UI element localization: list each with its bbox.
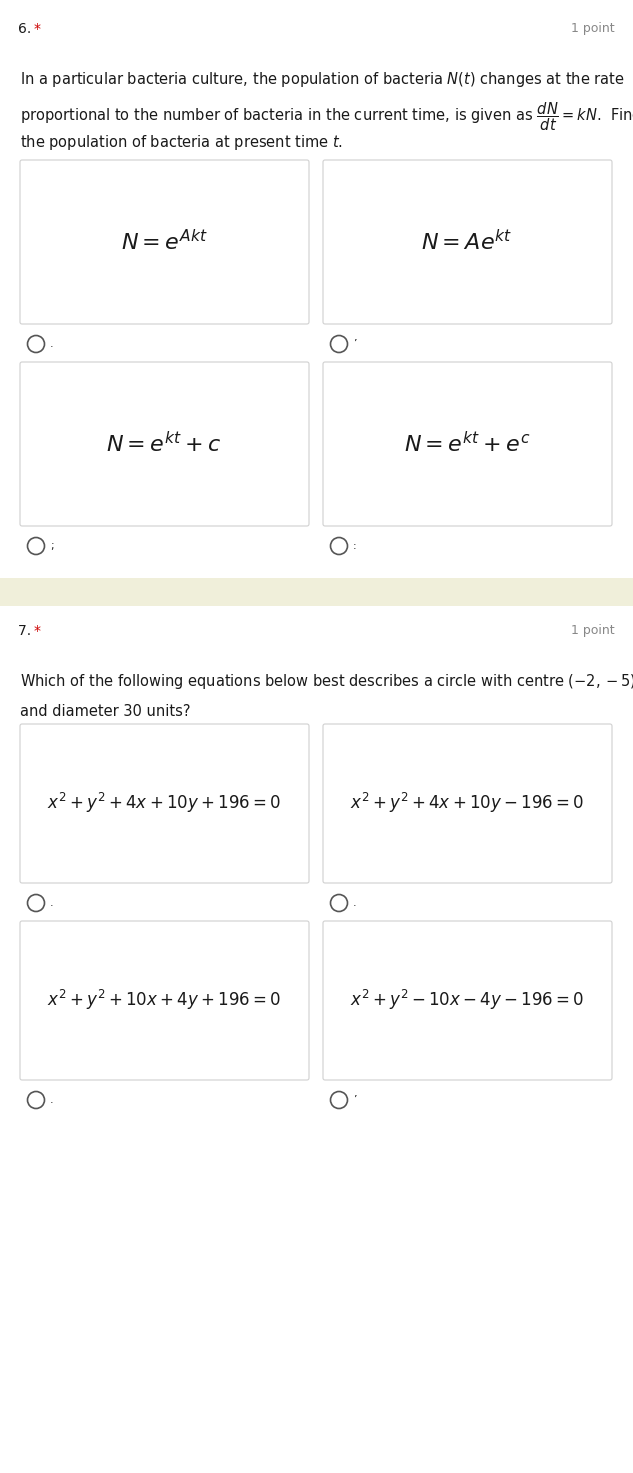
Text: $x^2+y^2+10x+4y+196=0$: $x^2+y^2+10x+4y+196=0$	[47, 988, 281, 1012]
FancyBboxPatch shape	[323, 161, 612, 324]
Text: 6.: 6.	[18, 22, 40, 35]
Text: 1 point: 1 point	[572, 22, 615, 35]
Text: $N = e^{Akt}$: $N = e^{Akt}$	[120, 230, 208, 255]
Text: $x^2+y^2+4x+10y+196=0$: $x^2+y^2+4x+10y+196=0$	[47, 791, 281, 815]
Text: .: .	[50, 899, 54, 907]
FancyBboxPatch shape	[323, 725, 612, 882]
Bar	[0, 577, 633, 605]
Text: $x^2+y^2+4x+10y-196=0$: $x^2+y^2+4x+10y-196=0$	[350, 791, 584, 815]
FancyBboxPatch shape	[20, 161, 309, 324]
FancyBboxPatch shape	[323, 921, 612, 1080]
Text: 1 point: 1 point	[572, 625, 615, 636]
Text: $N = e^{kt}+c$: $N = e^{kt}+c$	[106, 432, 222, 457]
Text: :: :	[353, 541, 356, 551]
Text: .: .	[50, 339, 54, 349]
Text: $N = e^{kt}+e^c$: $N = e^{kt}+e^c$	[404, 432, 530, 457]
Text: .: .	[50, 1094, 54, 1105]
Text: .: .	[353, 899, 356, 907]
FancyBboxPatch shape	[20, 921, 309, 1080]
Text: ’: ’	[353, 1094, 356, 1105]
Text: In a particular bacteria culture, the population of bacteria $N(t)$ changes at t: In a particular bacteria culture, the po…	[20, 71, 625, 88]
Text: and diameter 30 units?: and diameter 30 units?	[20, 704, 191, 719]
FancyBboxPatch shape	[20, 725, 309, 882]
Text: the population of bacteria at present time $t$.: the population of bacteria at present ti…	[20, 133, 343, 152]
Text: proportional to the number of bacteria in the current time, is given as $\dfrac{: proportional to the number of bacteria i…	[20, 100, 633, 133]
FancyBboxPatch shape	[20, 362, 309, 526]
Text: *: *	[34, 22, 41, 35]
Text: $x^2+y^2-10x-4y-196=0$: $x^2+y^2-10x-4y-196=0$	[350, 988, 584, 1012]
Text: ’: ’	[353, 339, 356, 349]
Text: 7.: 7.	[18, 625, 40, 638]
Text: ;: ;	[50, 541, 54, 551]
Text: $N = Ae^{kt}$: $N = Ae^{kt}$	[422, 230, 513, 255]
Text: *: *	[34, 625, 41, 638]
FancyBboxPatch shape	[323, 362, 612, 526]
Text: Which of the following equations below best describes a circle with centre $(-2,: Which of the following equations below b…	[20, 672, 633, 691]
